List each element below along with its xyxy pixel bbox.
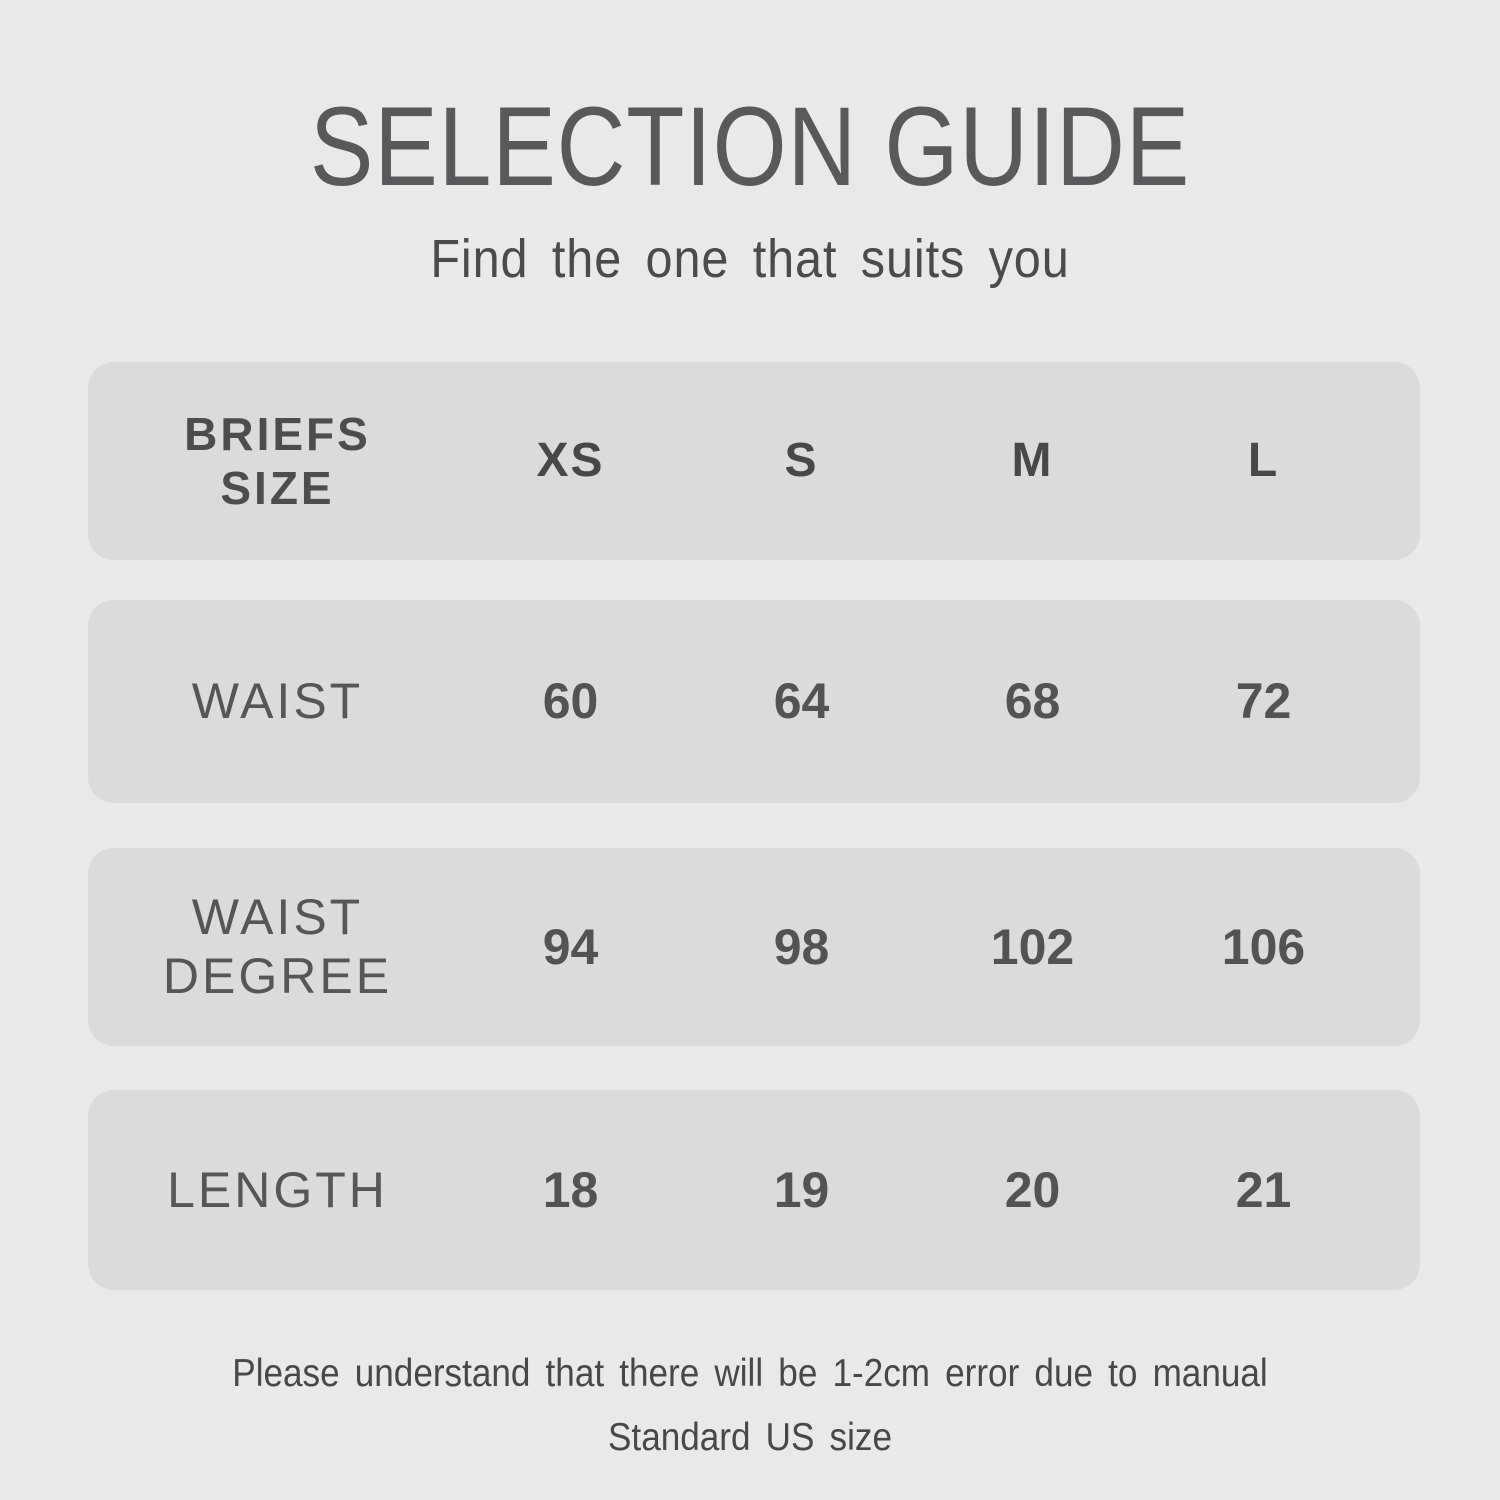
header-col-s: S <box>784 433 819 487</box>
row-label-waist-degree: WAIST DEGREE <box>162 889 393 1004</box>
table-row-length: LENGTH 18 19 20 21 <box>88 1090 1420 1290</box>
length-value-m: 20 <box>1004 1161 1061 1218</box>
waist-value-xs: 60 <box>542 673 599 729</box>
row-label-length: LENGTH <box>167 1161 388 1218</box>
length-value-l: 21 <box>1235 1161 1292 1218</box>
header-label-briefs-size: BRIEFS SIZE <box>184 407 371 514</box>
row-label-waist: WAIST <box>191 673 364 729</box>
length-value-s: 19 <box>773 1161 830 1218</box>
waist-value-l: 72 <box>1235 673 1292 729</box>
page-title: SELECTION GUIDE <box>309 84 1191 209</box>
waist-degree-value-xs: 94 <box>542 918 599 975</box>
size-table-header-row: BRIEFS SIZE XS S M L <box>88 362 1420 560</box>
waist-degree-value-m: 102 <box>990 918 1075 975</box>
waist-degree-value-l: 106 <box>1221 918 1306 975</box>
waist-degree-value-s: 98 <box>773 918 830 975</box>
header-col-m: M <box>1011 433 1054 487</box>
waist-value-m: 68 <box>1004 673 1061 729</box>
length-value-xs: 18 <box>542 1161 599 1218</box>
waist-value-s: 64 <box>773 673 830 729</box>
header-col-l: L <box>1247 433 1280 487</box>
footnote-standard-size: Standard US size <box>608 1416 892 1459</box>
page-subtitle: Find the one that suits you <box>430 229 1070 289</box>
table-row-waist: WAIST 60 64 68 72 <box>88 600 1420 803</box>
table-row-waist-degree: WAIST DEGREE 94 98 102 106 <box>88 848 1420 1046</box>
header-col-xs: XS <box>536 433 605 487</box>
footnote-error-notice: Please understand that there will be 1-2… <box>232 1352 1268 1395</box>
